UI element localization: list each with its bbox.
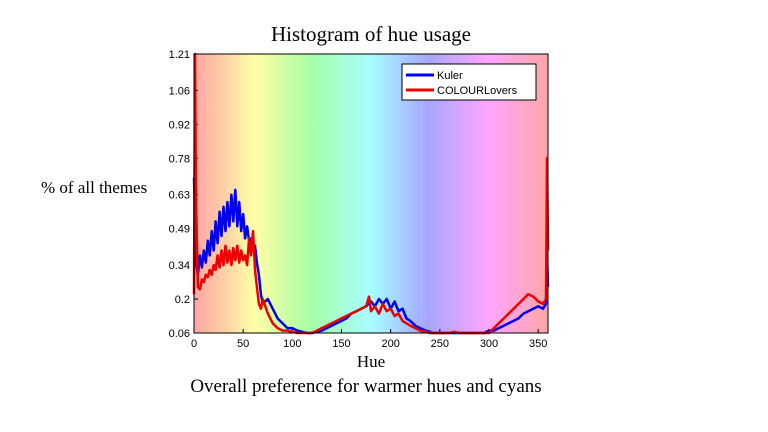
y-tick-label: 0.63 xyxy=(169,190,190,202)
y-tick-label: 0.34 xyxy=(169,260,190,272)
x-tick-label: 200 xyxy=(381,338,399,350)
y-tick-label: 0.78 xyxy=(169,153,190,165)
chart-title: Histogram of hue usage xyxy=(270,22,472,46)
chart-caption: Overall preference for warmer hues and c… xyxy=(190,376,542,397)
y-tick-label: 0.06 xyxy=(169,328,190,340)
x-tick-label: 50 xyxy=(237,338,249,350)
x-tick-label: 150 xyxy=(332,338,350,350)
legend-box xyxy=(401,63,537,101)
y-tick-label: 0.92 xyxy=(169,119,190,131)
y-axis-label: % of all themes xyxy=(41,178,148,197)
y-tick-label: 1.06 xyxy=(169,85,190,97)
x-axis-label: Hue xyxy=(356,352,386,371)
x-tick-label: 250 xyxy=(431,338,449,350)
y-tick-label: 1.21 xyxy=(169,49,190,61)
x-tick-label: 100 xyxy=(283,338,301,350)
legend-label: Kuler xyxy=(437,70,463,82)
x-tick-label: 0 xyxy=(191,338,197,350)
x-tick-label: 350 xyxy=(529,338,547,350)
legend: Kuler COLOURLovers xyxy=(401,63,537,101)
y-tick-label: 0.49 xyxy=(169,224,190,236)
legend-label: COLOURLovers xyxy=(437,85,518,97)
axis-ticks: 0 50 100 150 200 250 300 350 0.06 0.2 0.34 0.49 0.63… xyxy=(169,49,548,350)
x-tick-label: 300 xyxy=(480,338,498,350)
plot-frame xyxy=(193,53,549,334)
y-tick-label: 0.2 xyxy=(175,294,190,306)
